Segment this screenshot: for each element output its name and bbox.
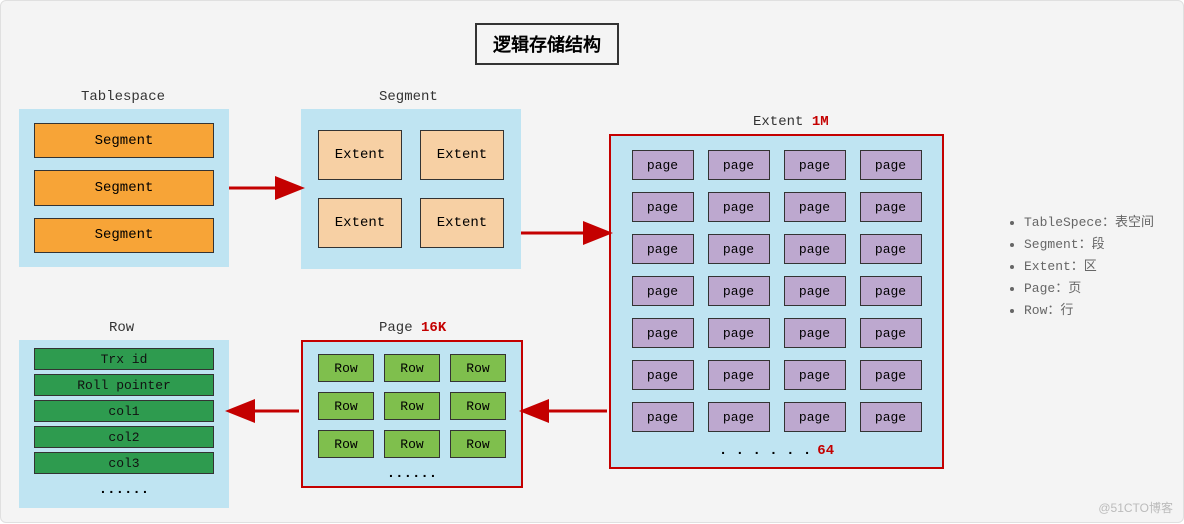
page-box: page	[632, 192, 694, 222]
row-box: Row	[450, 354, 506, 382]
page-box: page	[860, 150, 922, 180]
row-label: Row	[109, 320, 134, 336]
page-box: page	[784, 150, 846, 180]
row-field: Trx id	[34, 348, 214, 370]
row-container: Trx id Roll pointer col1 col2 col3......	[19, 340, 229, 508]
row-box: Row	[450, 392, 506, 420]
page-box: page	[708, 150, 770, 180]
page-box: page	[784, 360, 846, 390]
extent-box: Extent	[420, 130, 504, 180]
tablespace-container: Segment Segment Segment	[19, 109, 229, 267]
page-box: page	[708, 318, 770, 348]
legend-item: Extent：区	[1024, 256, 1154, 278]
page-box: page	[632, 360, 694, 390]
row-box: Row	[318, 430, 374, 458]
page-label-text: Page	[379, 320, 413, 336]
extent-box: Extent	[420, 198, 504, 248]
page-box: page	[708, 360, 770, 390]
row-footer: ......	[99, 482, 149, 498]
legend-list: TableSpece：表空间Segment：段Extent：区Page：页Row…	[966, 212, 1154, 322]
page-box: page	[784, 276, 846, 306]
segment-box: Segment	[34, 123, 214, 158]
segment-container: Extent Extent Extent Extent	[301, 109, 521, 269]
extent-box: Extent	[318, 198, 402, 248]
extent-container: page page page page page page page page page page…	[609, 134, 944, 469]
legend-item: Page：页	[1024, 278, 1154, 300]
watermark: @51CTO博客	[1098, 499, 1173, 516]
page-box: page	[632, 402, 694, 432]
page-box: page	[708, 234, 770, 264]
segment-box: Segment	[34, 218, 214, 253]
page-box: page	[632, 234, 694, 264]
page-box: page	[632, 276, 694, 306]
legend-item: TableSpece：表空间	[1024, 212, 1154, 234]
extent-label-size: 1M	[812, 114, 829, 130]
page-box: page	[708, 276, 770, 306]
row-box: Row	[318, 392, 374, 420]
legend-item: Segment：段	[1024, 234, 1154, 256]
page-box: page	[708, 402, 770, 432]
page-footer: ......	[387, 466, 437, 482]
page-box: page	[860, 234, 922, 264]
page-box: page	[784, 318, 846, 348]
page-box: page	[860, 192, 922, 222]
row-box: Row	[384, 392, 440, 420]
row-box: Row	[384, 354, 440, 382]
page-box: page	[860, 402, 922, 432]
segment-label: Segment	[379, 89, 438, 105]
page-label-size: 16K	[421, 320, 446, 336]
diagram-canvas: 逻辑存储结构 Tablespace SegmentSegmentSegment …	[0, 0, 1184, 523]
diagram-title: 逻辑存储结构	[475, 23, 619, 65]
extent-footer: . . . . . . 64	[719, 443, 834, 459]
page-label: Page 16K	[379, 320, 446, 336]
page-box: page	[632, 150, 694, 180]
extent-label-text: Extent	[753, 114, 803, 130]
row-box: Row	[450, 430, 506, 458]
page-box: page	[784, 402, 846, 432]
row-field: col3	[34, 452, 214, 474]
segment-box: Segment	[34, 170, 214, 205]
row-field: Roll pointer	[34, 374, 214, 396]
row-box: Row	[318, 354, 374, 382]
extent-box: Extent	[318, 130, 402, 180]
page-box: page	[784, 234, 846, 264]
row-box: Row	[384, 430, 440, 458]
page-box: page	[784, 192, 846, 222]
page-container: Row Row Row Row Row Row Row Row Row......	[301, 340, 523, 488]
tablespace-label: Tablespace	[81, 89, 165, 105]
page-box: page	[860, 276, 922, 306]
page-box: page	[860, 360, 922, 390]
page-box: page	[632, 318, 694, 348]
page-box: page	[860, 318, 922, 348]
row-field: col1	[34, 400, 214, 422]
page-box: page	[708, 192, 770, 222]
row-field: col2	[34, 426, 214, 448]
legend-item: Row：行	[1024, 300, 1154, 322]
extent-label: Extent 1M	[753, 114, 829, 130]
